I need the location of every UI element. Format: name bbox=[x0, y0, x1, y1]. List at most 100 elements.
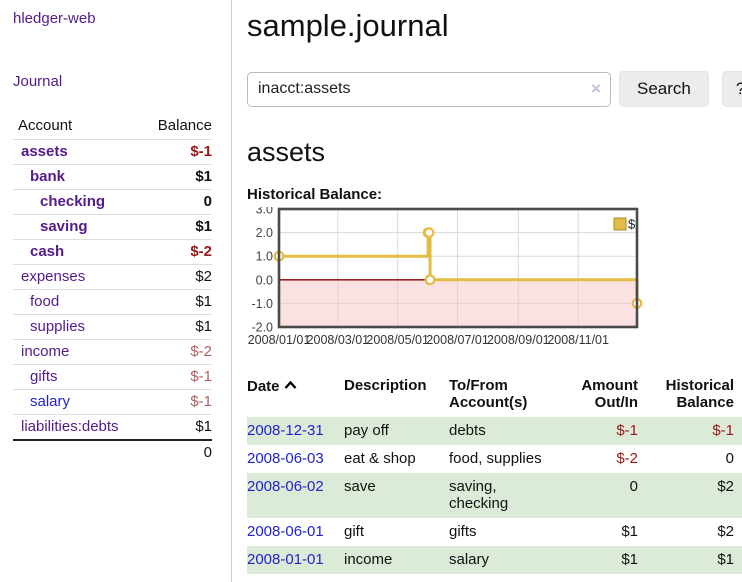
transaction-description: income bbox=[344, 551, 393, 568]
account-row: cash $-2 bbox=[13, 239, 212, 265]
transaction-accounts: food, supplies bbox=[449, 450, 542, 467]
main-content: sample.journal × Search ? assets Histori… bbox=[232, 0, 742, 582]
account-balance-table: Account Balance assets $-1 bank $1 checking 0… bbox=[13, 114, 212, 465]
help-button[interactable]: ? bbox=[721, 71, 742, 107]
account-balance: $2 bbox=[141, 264, 212, 290]
transaction-balance: $2 bbox=[717, 478, 734, 495]
transaction-amount: 0 bbox=[629, 478, 638, 495]
transaction-balance: $1 bbox=[717, 551, 734, 568]
x-axis-tick-label: 2008/11/01 bbox=[547, 333, 609, 347]
sidebar: hledger-web Journal Account Balance asse… bbox=[0, 0, 232, 582]
account-balance: $1 bbox=[141, 289, 212, 315]
total-balance: 0 bbox=[141, 439, 212, 465]
account-row: supplies $1 bbox=[13, 314, 212, 340]
sidebar-account-link[interactable]: checking bbox=[40, 193, 106, 210]
data-point-marker bbox=[424, 274, 436, 286]
sidebar-account-link[interactable]: bank bbox=[30, 168, 66, 185]
register-row: 2008-06-02 save saving, checking 0 $2 bbox=[247, 473, 742, 518]
sidebar-account-link[interactable]: saving bbox=[40, 218, 88, 235]
account-balance: $-2 bbox=[141, 239, 212, 265]
account-row: bank $1 bbox=[13, 164, 212, 190]
sidebar-account-link[interactable]: food bbox=[30, 293, 60, 310]
account-balance: $1 bbox=[141, 164, 212, 190]
transaction-balance: $2 bbox=[717, 523, 734, 540]
account-row: salary $-1 bbox=[13, 389, 212, 415]
account-column-header: Account bbox=[13, 114, 142, 140]
transaction-date-link[interactable]: 2008-12-31 bbox=[247, 422, 324, 439]
account-row: income $-2 bbox=[13, 339, 212, 365]
app-title: hledger-web bbox=[13, 10, 231, 27]
clear-search-icon[interactable]: × bbox=[591, 78, 601, 98]
sidebar-account-link[interactable]: gifts bbox=[30, 368, 58, 385]
sidebar-item-journal[interactable]: Journal bbox=[13, 73, 63, 90]
x-axis-tick-label: 2008/09/01 bbox=[487, 333, 550, 347]
account-row: food $1 bbox=[13, 289, 212, 315]
account-row: expenses $2 bbox=[13, 264, 212, 290]
sidebar-nav: Journal bbox=[13, 73, 231, 90]
transaction-balance: 0 bbox=[725, 450, 734, 467]
account-balance: $1 bbox=[141, 314, 212, 340]
sidebar-account-link[interactable]: supplies bbox=[30, 318, 86, 335]
y-axis-tick-label: 3.0 bbox=[256, 207, 273, 217]
x-axis-tick-label: 2008/01/01 bbox=[248, 333, 311, 347]
transaction-accounts: saving, checking bbox=[449, 478, 509, 512]
app-title-link[interactable]: hledger-web bbox=[13, 10, 96, 27]
transaction-description: save bbox=[344, 478, 376, 495]
y-axis-tick-label: 1.0 bbox=[256, 250, 273, 264]
total-spacer bbox=[13, 439, 142, 465]
sidebar-account-link[interactable]: income bbox=[21, 343, 70, 360]
transaction-date-link[interactable]: 2008-01-01 bbox=[247, 551, 324, 568]
y-axis-tick-label: 2.0 bbox=[256, 226, 273, 240]
description-column-header: Description bbox=[344, 377, 427, 394]
account-table-header: Account Balance bbox=[13, 114, 212, 140]
sidebar-account-link[interactable]: cash bbox=[30, 243, 65, 260]
account-balance: $1 bbox=[141, 414, 212, 441]
account-balance: $-1 bbox=[141, 139, 212, 165]
transaction-amount: $-2 bbox=[616, 450, 638, 467]
legend-label: $ bbox=[628, 217, 636, 232]
transaction-balance: $-1 bbox=[712, 422, 734, 439]
sidebar-account-link[interactable]: expenses bbox=[21, 268, 86, 285]
account-heading: assets bbox=[247, 137, 326, 167]
account-balance: 0 bbox=[141, 189, 212, 215]
account-balance: $-1 bbox=[141, 364, 212, 390]
accounts-column-header: To/From Account(s) bbox=[449, 377, 528, 411]
register-row: 2008-12-31 pay off debts $-1 $-1 bbox=[247, 417, 742, 445]
transaction-date-link[interactable]: 2008-06-03 bbox=[247, 450, 324, 467]
page-title: sample.journal bbox=[247, 8, 449, 43]
account-row: assets $-1 bbox=[13, 139, 212, 165]
y-axis-tick-label: -2.0 bbox=[251, 321, 273, 335]
transaction-date-link[interactable]: 2008-06-02 bbox=[247, 478, 324, 495]
transaction-date-link[interactable]: 2008-06-01 bbox=[247, 523, 324, 540]
total-row: 0 bbox=[13, 439, 212, 465]
transaction-accounts: debts bbox=[449, 422, 486, 439]
y-axis-tick-label: -1.0 bbox=[251, 297, 273, 311]
chart-title: Historical Balance: bbox=[247, 186, 383, 203]
x-axis-tick-label: 2008/05/01 bbox=[366, 333, 429, 347]
account-row: checking 0 bbox=[13, 189, 212, 215]
transaction-description: pay off bbox=[344, 422, 389, 439]
transaction-amount: $-1 bbox=[616, 422, 638, 439]
balance-column-header: Balance bbox=[141, 114, 212, 140]
date-column-header[interactable]: Date bbox=[247, 372, 344, 417]
sidebar-account-link[interactable]: assets bbox=[21, 143, 68, 160]
account-balance: $-2 bbox=[141, 339, 212, 365]
sidebar-account-link[interactable]: liabilities:debts bbox=[21, 418, 119, 435]
account-balance: $1 bbox=[141, 214, 212, 240]
balance-chart: $3.0 2.0 1.0 0.0 -1.0 -2.0 2008/01/01 2008/03/0… bbox=[247, 203, 742, 353]
account-balance: $-1 bbox=[141, 389, 212, 415]
legend-swatch bbox=[613, 217, 627, 231]
sidebar-account-link[interactable]: salary bbox=[30, 393, 71, 410]
account-row: gifts $-1 bbox=[13, 364, 212, 390]
search-input-wrap: × bbox=[247, 71, 611, 107]
sort-ascending-icon bbox=[284, 377, 297, 394]
x-axis-tick-label: 2008/07/01 bbox=[426, 333, 489, 347]
register-row: 2008-01-01 income salary $1 $1 bbox=[247, 546, 742, 574]
transaction-accounts: gifts bbox=[449, 523, 477, 540]
search-bar: × Search ? bbox=[247, 71, 742, 107]
search-button[interactable]: Search bbox=[619, 71, 709, 107]
search-input[interactable] bbox=[247, 71, 611, 107]
register-row: 2008-06-01 gift gifts $1 $2 bbox=[247, 518, 742, 546]
balance-chart-svg: $3.0 2.0 1.0 0.0 -1.0 -2.02008/01/012008/03/0… bbox=[248, 203, 643, 347]
